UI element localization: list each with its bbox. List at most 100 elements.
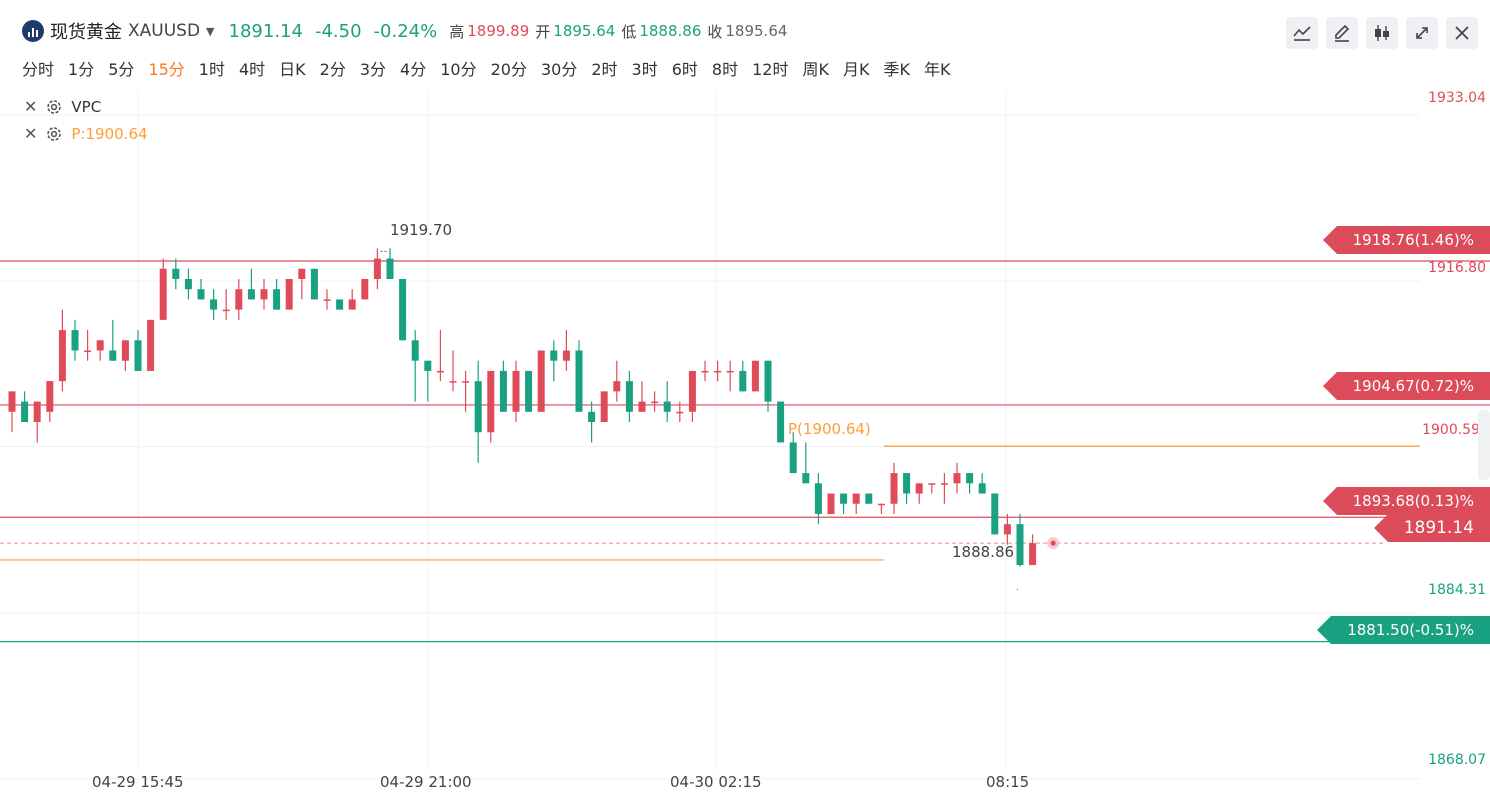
low-value: 1888.86 [639, 22, 702, 40]
candle-body [247, 289, 255, 300]
gear-icon[interactable] [45, 98, 63, 116]
candle-body [436, 370, 444, 373]
tab-timeframe[interactable]: 4分 [400, 60, 427, 79]
tab-timeframe[interactable]: 10分 [440, 60, 477, 79]
candle-body [512, 370, 520, 412]
close-icon [1455, 26, 1469, 40]
instrument-name[interactable]: 现货黄金 [50, 22, 122, 43]
price-axis-handle[interactable] [1478, 410, 1490, 480]
tab-timeframe[interactable]: 月K [842, 60, 870, 79]
chevron-down-icon[interactable]: ▼ [206, 24, 215, 38]
candle-body [777, 401, 785, 443]
close-value: 1895.64 [725, 22, 788, 40]
tab-timeframe[interactable]: 3分 [359, 60, 387, 79]
y-tick: 1884.31 [1428, 582, 1486, 598]
open-value: 1895.64 [553, 22, 616, 40]
candle-body [714, 370, 722, 373]
candle-body [323, 299, 331, 301]
candle-body [802, 473, 810, 484]
remove-indicator-icon[interactable]: ✕ [24, 124, 38, 143]
tab-timeframe[interactable]: 1时 [198, 60, 225, 79]
candle-body [84, 350, 92, 353]
y-tick: 1868.07 [1428, 752, 1486, 768]
tab-timeframe[interactable]: 20分 [490, 60, 527, 79]
tab-timeframe[interactable]: 周K [802, 60, 829, 79]
expand-icon [1416, 27, 1428, 39]
candle-body [991, 493, 999, 535]
tab-timeframe[interactable]: 6时 [671, 60, 698, 79]
candle-body [499, 370, 507, 412]
chart-type-button[interactable] [1366, 17, 1398, 49]
candle-body [789, 442, 797, 474]
candle-body [172, 268, 180, 279]
low-label: 低 [621, 22, 637, 41]
tab-timeframe[interactable]: 1分 [68, 60, 95, 79]
tab-timeframe[interactable]: 分时 [22, 60, 55, 79]
candle-body [814, 483, 822, 514]
line-chart-button[interactable] [1286, 17, 1318, 49]
instrument-symbol[interactable]: XAUUSD [128, 21, 201, 41]
max-price-annotation: 1919.70 [390, 221, 453, 239]
x-tick: 04-30 02:15 [670, 773, 762, 791]
y-tick: 1900.59 [1422, 422, 1480, 438]
tab-timeframe[interactable]: 3时 [631, 60, 658, 79]
candle-body [852, 493, 860, 504]
tab-timeframe[interactable]: 日K [279, 60, 306, 79]
candle-body [525, 370, 533, 412]
candle-body [940, 483, 948, 485]
candle-body [890, 473, 898, 504]
candle-body [273, 289, 281, 310]
min-price-annotation: 1888.86 [952, 543, 1015, 561]
price-change: -4.50 [314, 20, 362, 42]
candlestick-icon [1375, 25, 1389, 41]
candle-body [663, 401, 671, 412]
remove-indicator-icon[interactable]: ✕ [24, 97, 38, 116]
candle-body [613, 381, 621, 392]
candle-body [915, 483, 923, 494]
tab-timeframe[interactable]: 30分 [540, 60, 578, 79]
candle-body [449, 381, 457, 383]
candle-body [751, 360, 759, 392]
candle-body [373, 258, 381, 279]
candle-body [487, 370, 495, 433]
candle-body [651, 401, 659, 404]
candle-body [386, 258, 394, 279]
candle-body [978, 483, 986, 494]
open-label: 开 [535, 22, 551, 41]
tab-timeframe[interactable]: 年K [923, 60, 951, 79]
candle-body [688, 370, 696, 412]
candle-body [827, 493, 835, 514]
tab-timeframe[interactable]: 15分 [148, 60, 185, 79]
candle-body [928, 483, 936, 485]
candle-body [235, 289, 243, 310]
tab-timeframe[interactable]: 季K [883, 60, 910, 79]
candle-body [726, 370, 734, 373]
price-chart[interactable] [0, 90, 1490, 800]
tab-timeframe[interactable]: 2分 [319, 60, 346, 79]
tab-timeframe[interactable]: 4时 [238, 60, 266, 79]
tab-timeframe[interactable]: 12时 [752, 60, 789, 79]
candle-body [197, 289, 205, 300]
toolbar [1286, 17, 1478, 49]
indicator-pivot-label: P:1900.64 [71, 124, 148, 143]
candle-body [537, 350, 545, 412]
candle-body [134, 340, 142, 371]
tab-timeframe[interactable]: 5分 [108, 60, 135, 79]
candle-body [310, 268, 318, 300]
draw-button[interactable] [1326, 17, 1358, 49]
candle-body [764, 360, 772, 402]
candle-body [21, 401, 29, 423]
candle-body [638, 401, 646, 412]
tab-timeframe[interactable]: 2时 [591, 60, 618, 79]
candle-body [966, 473, 974, 484]
gear-icon[interactable] [45, 125, 63, 143]
candle-body [676, 411, 684, 414]
bar-chart-icon [22, 20, 44, 42]
close-button[interactable] [1446, 17, 1478, 49]
close-label: 收 [707, 22, 723, 41]
candle-body [600, 391, 608, 423]
fullscreen-button[interactable] [1406, 17, 1438, 49]
candle-body [46, 381, 54, 412]
tab-timeframe[interactable]: 8时 [711, 60, 739, 79]
candle-body [411, 340, 419, 361]
